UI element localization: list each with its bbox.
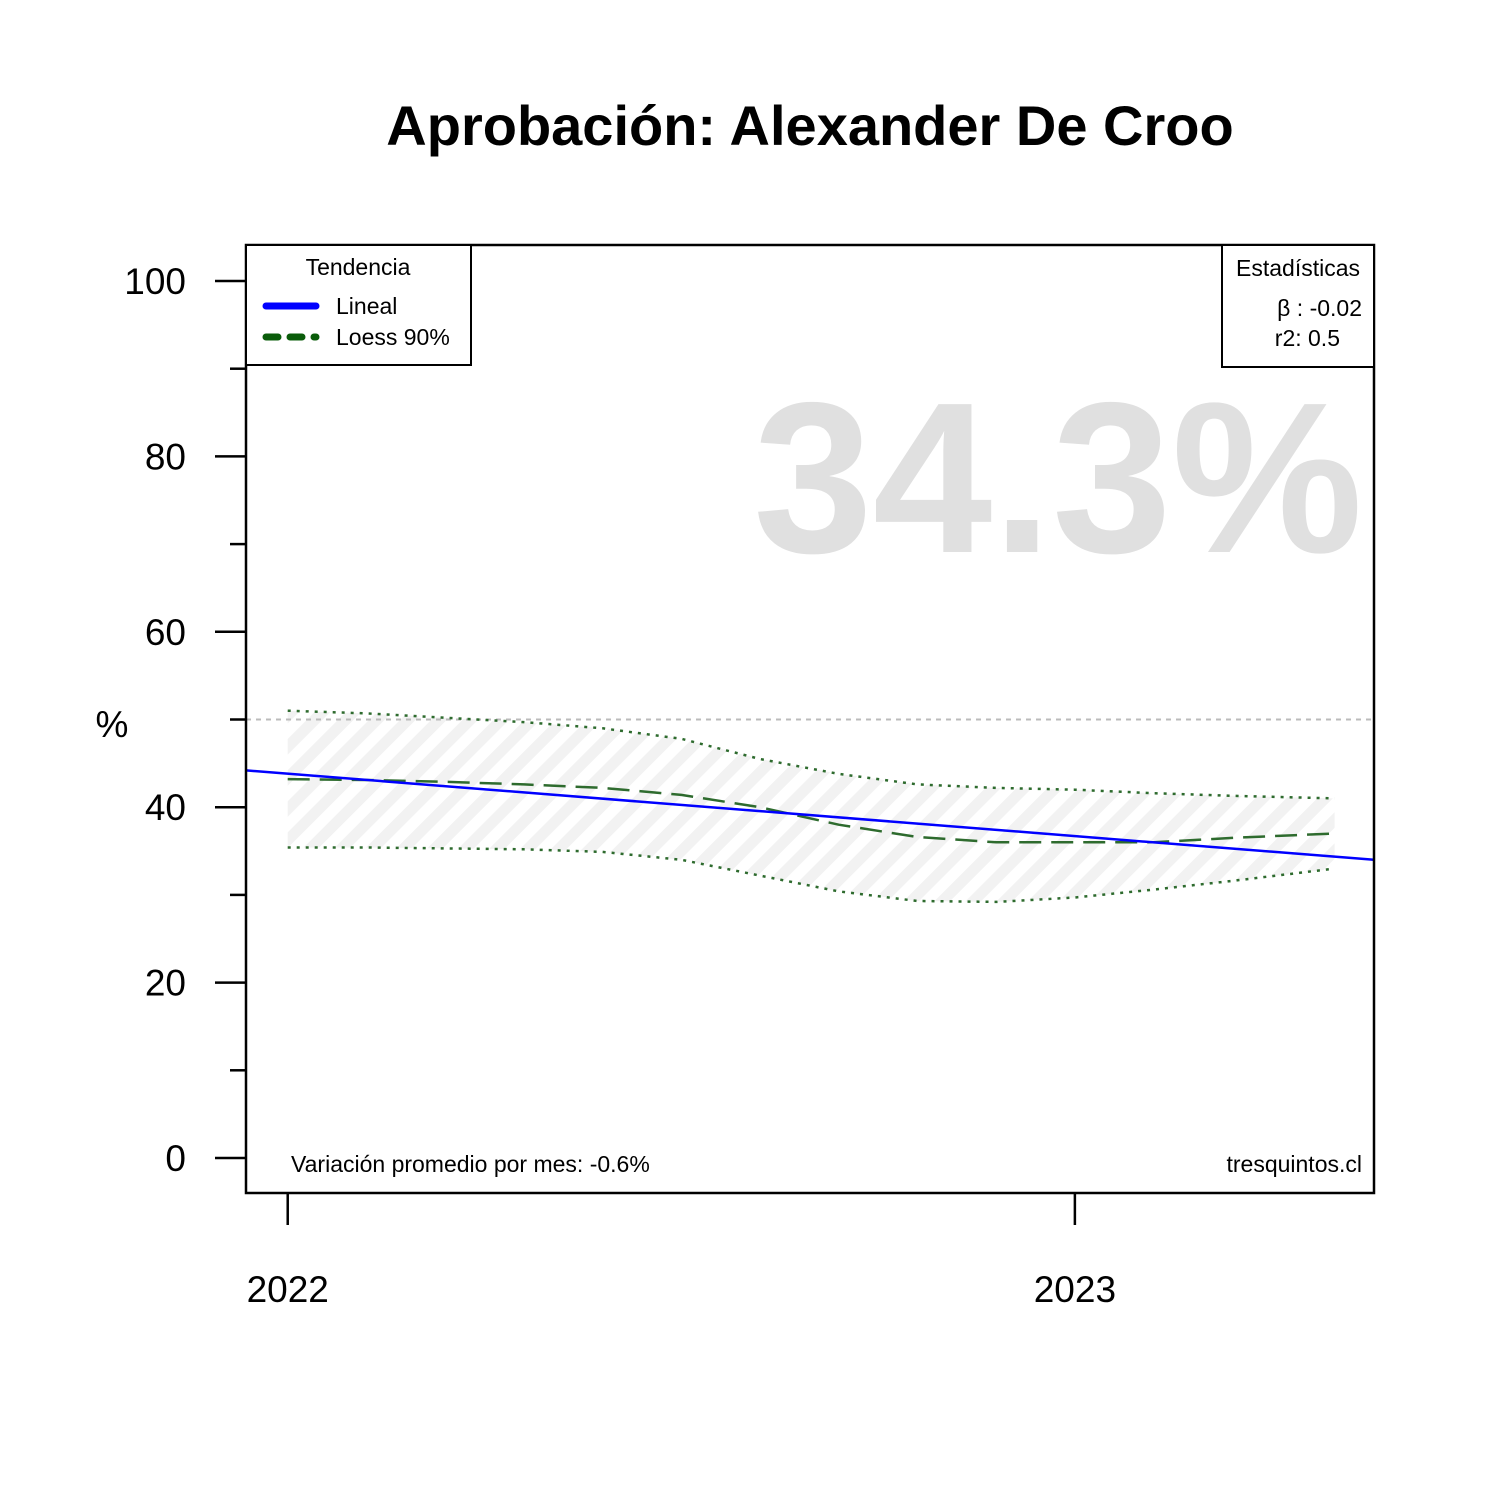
confidence-band	[287, 710, 1335, 902]
y-tick-label-60: 60	[145, 612, 186, 653]
y-tick-label-100: 100	[124, 261, 186, 302]
x-tick-label-2022: 2022	[247, 1269, 329, 1310]
plot-area: 34.3% 0 20 40 60 80 100 2022 2023	[124, 243, 1376, 1310]
loess-lower-bound	[287, 846, 1335, 904]
stats-title: Estadísticas	[1236, 255, 1360, 281]
series-lineal-line	[246, 769, 1374, 862]
watermark-value: 34.3%	[753, 357, 1363, 598]
stats-r2: r2: 0.5	[1275, 325, 1340, 351]
y-tick-label-80: 80	[145, 436, 186, 477]
y-tick-label-40: 40	[145, 787, 186, 828]
legend-item-lineal: Lineal	[336, 293, 397, 319]
legend: Tendencia Lineal Loess 90%	[245, 244, 472, 366]
x-tick-label-2023: 2023	[1034, 1269, 1116, 1310]
stats-beta: β : -0.02	[1277, 295, 1362, 321]
stats-box: Estadísticas β : -0.02 r2: 0.5	[1221, 244, 1375, 368]
footnote-source: tresquintos.cl	[1226, 1151, 1362, 1177]
series-loess-line	[287, 777, 1335, 844]
y-tick-label-20: 20	[145, 963, 186, 1004]
legend-item-loess: Loess 90%	[336, 324, 450, 350]
legend-title: Tendencia	[306, 254, 411, 280]
y-tick-label-0: 0	[165, 1138, 186, 1179]
chart-title: Aprobación: Alexander De Croo	[386, 94, 1233, 157]
footnote-variation: Variación promedio por mes: -0.6%	[291, 1151, 650, 1177]
y-axis-label: %	[96, 704, 129, 745]
